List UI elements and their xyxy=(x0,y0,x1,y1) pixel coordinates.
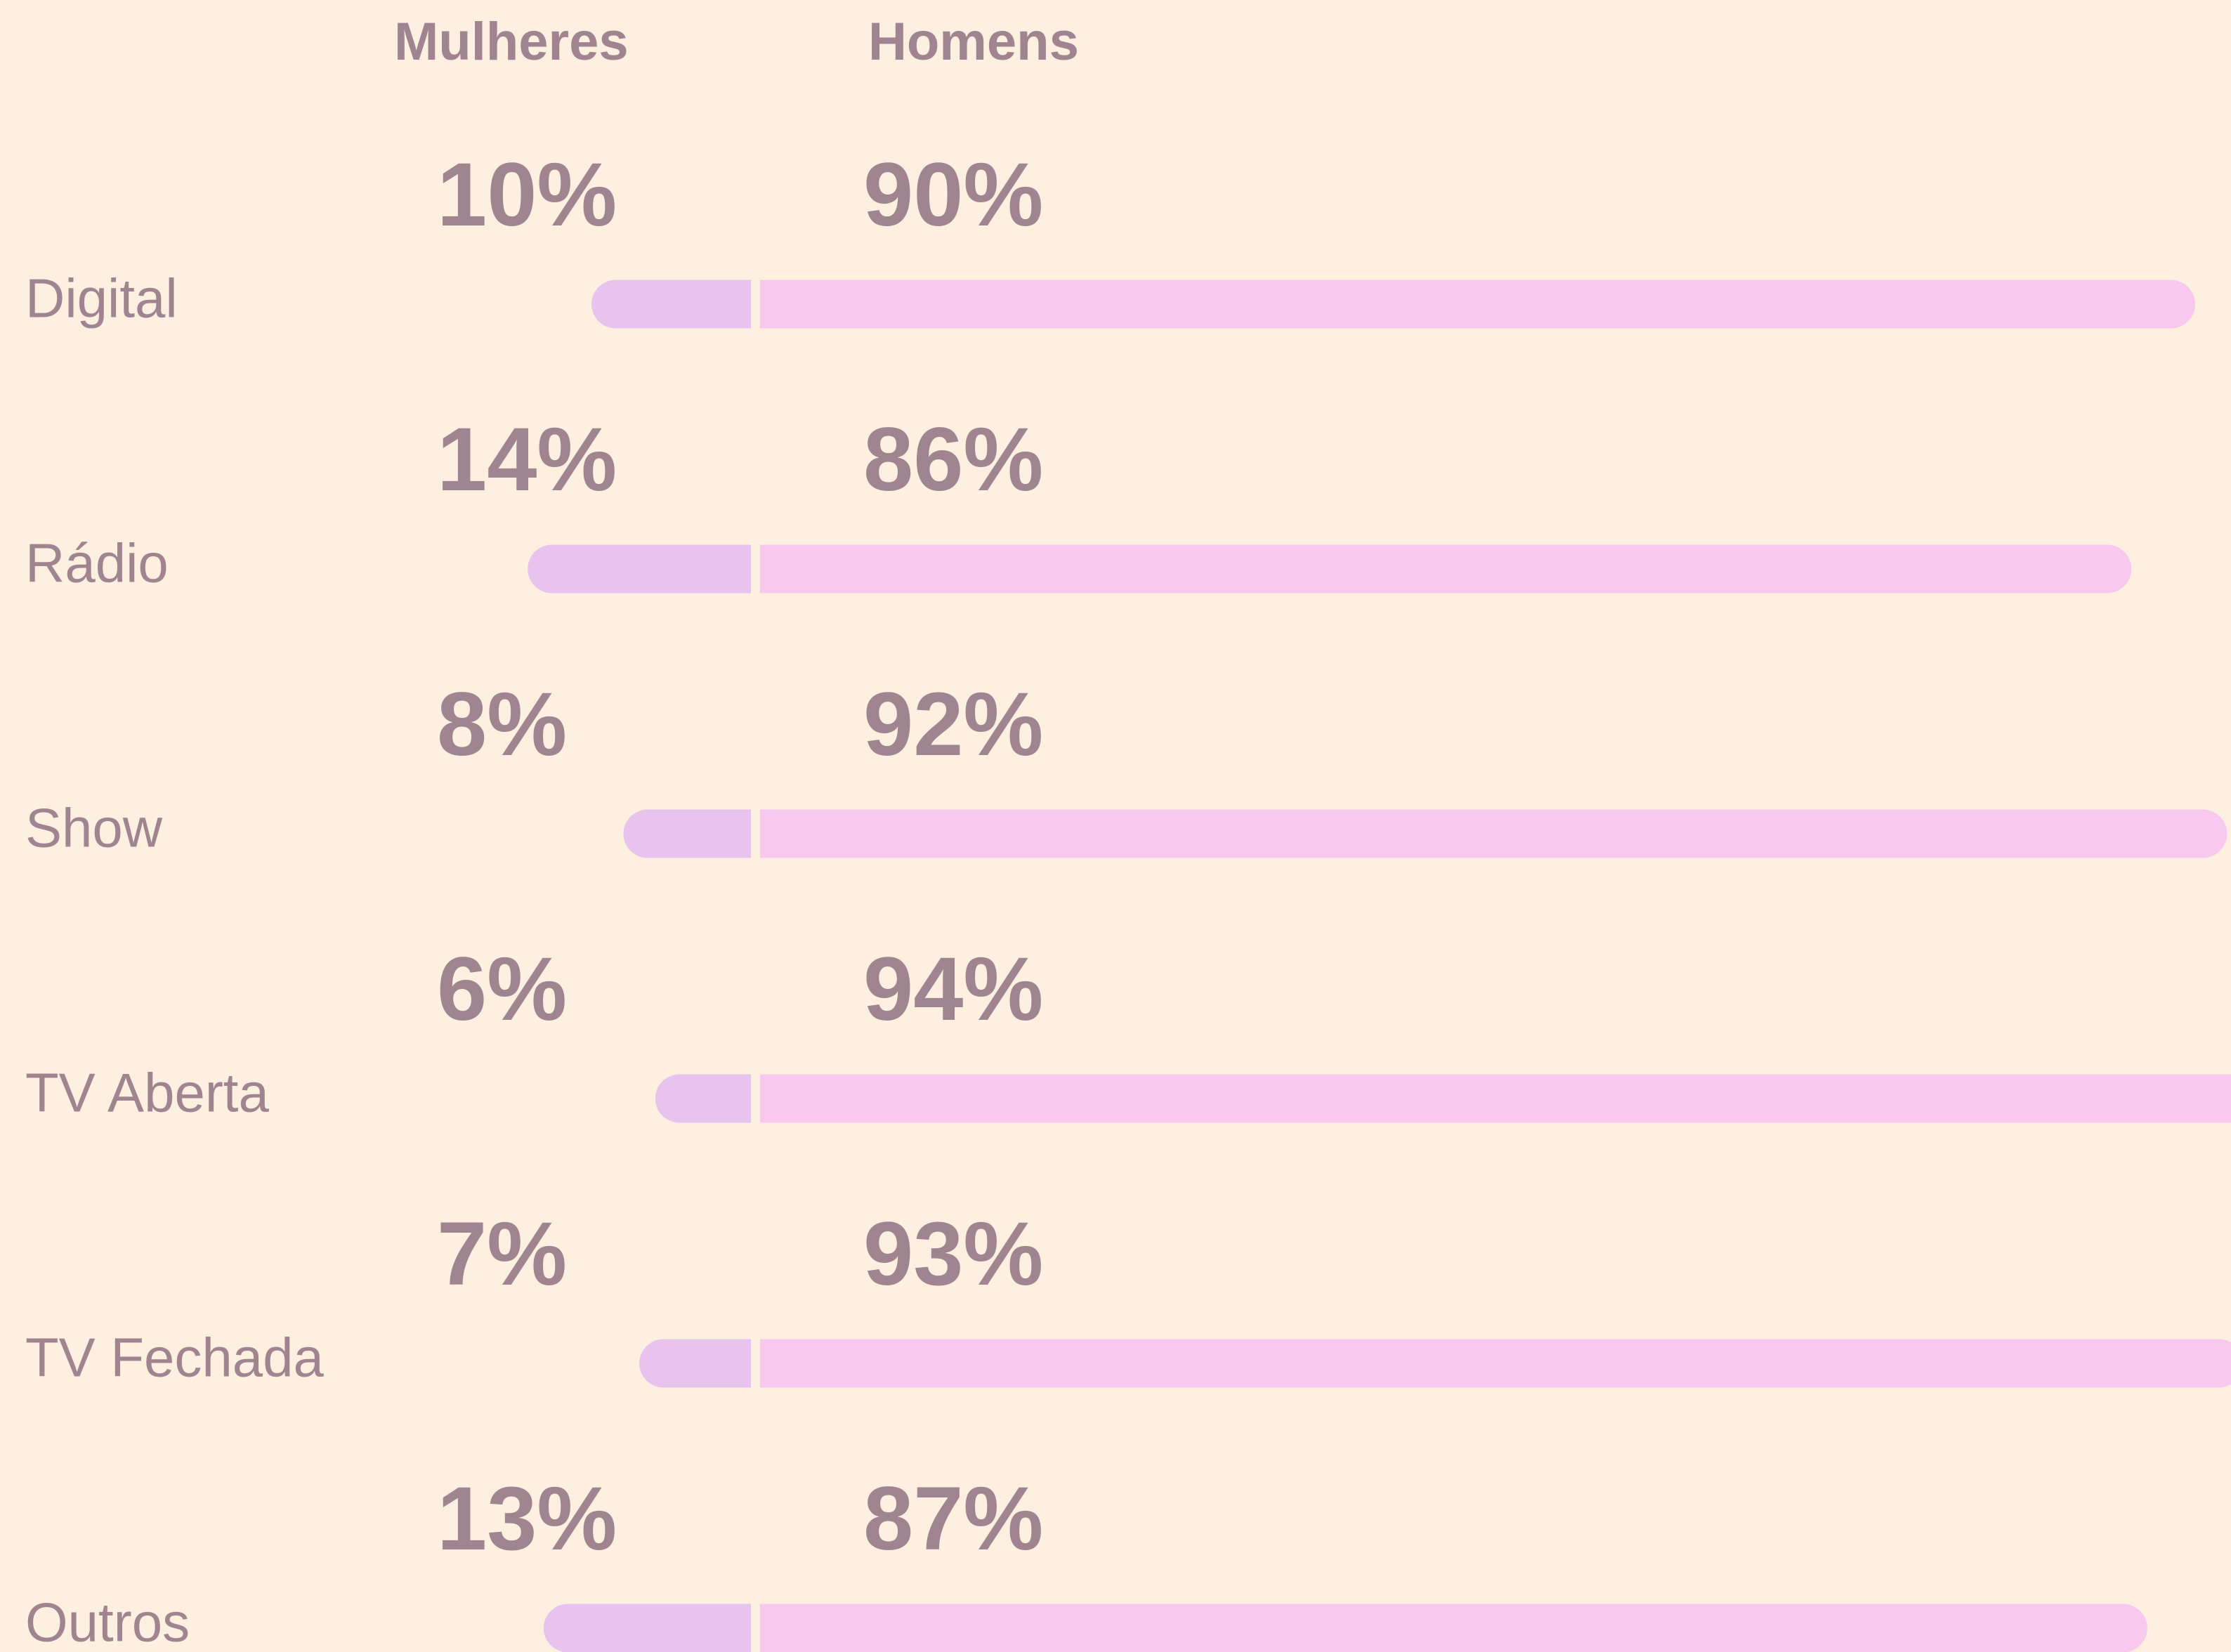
value-label: 7% xyxy=(437,1204,567,1304)
category-label: Rádio xyxy=(25,532,169,594)
bar-mulheres xyxy=(655,1074,751,1123)
value-label: 93% xyxy=(863,1204,1043,1304)
bar-homens xyxy=(760,280,2195,329)
category-label: TV Aberta xyxy=(25,1062,269,1124)
category-label: Digital xyxy=(25,268,178,329)
legend-mulheres: Mulheres xyxy=(394,12,629,72)
category-label: Show xyxy=(25,797,163,859)
value-label: 90% xyxy=(863,145,1043,245)
value-label: 92% xyxy=(863,674,1043,775)
value-label: 8% xyxy=(437,674,567,775)
bar-mulheres xyxy=(639,1339,751,1388)
value-label: 87% xyxy=(863,1469,1043,1569)
legend-homens: Homens xyxy=(868,12,1079,72)
bar-mulheres xyxy=(528,544,751,594)
bar-homens xyxy=(760,1604,2147,1652)
bar-homens xyxy=(760,809,2227,858)
bar-mulheres xyxy=(591,280,751,329)
value-label: 14% xyxy=(437,409,617,510)
bar-homens xyxy=(760,1339,2231,1388)
category-label: Outros xyxy=(25,1592,190,1652)
value-label: 94% xyxy=(863,939,1043,1040)
bar-mulheres xyxy=(543,1604,751,1652)
value-label: 6% xyxy=(437,939,567,1040)
category-label: TV Fechada xyxy=(25,1327,325,1389)
bar-mulheres xyxy=(623,809,751,858)
value-label: 13% xyxy=(437,1469,617,1569)
bar-homens xyxy=(760,544,2132,594)
bar-homens xyxy=(760,1074,2231,1123)
value-label: 10% xyxy=(437,145,617,245)
value-label: 86% xyxy=(863,409,1043,510)
